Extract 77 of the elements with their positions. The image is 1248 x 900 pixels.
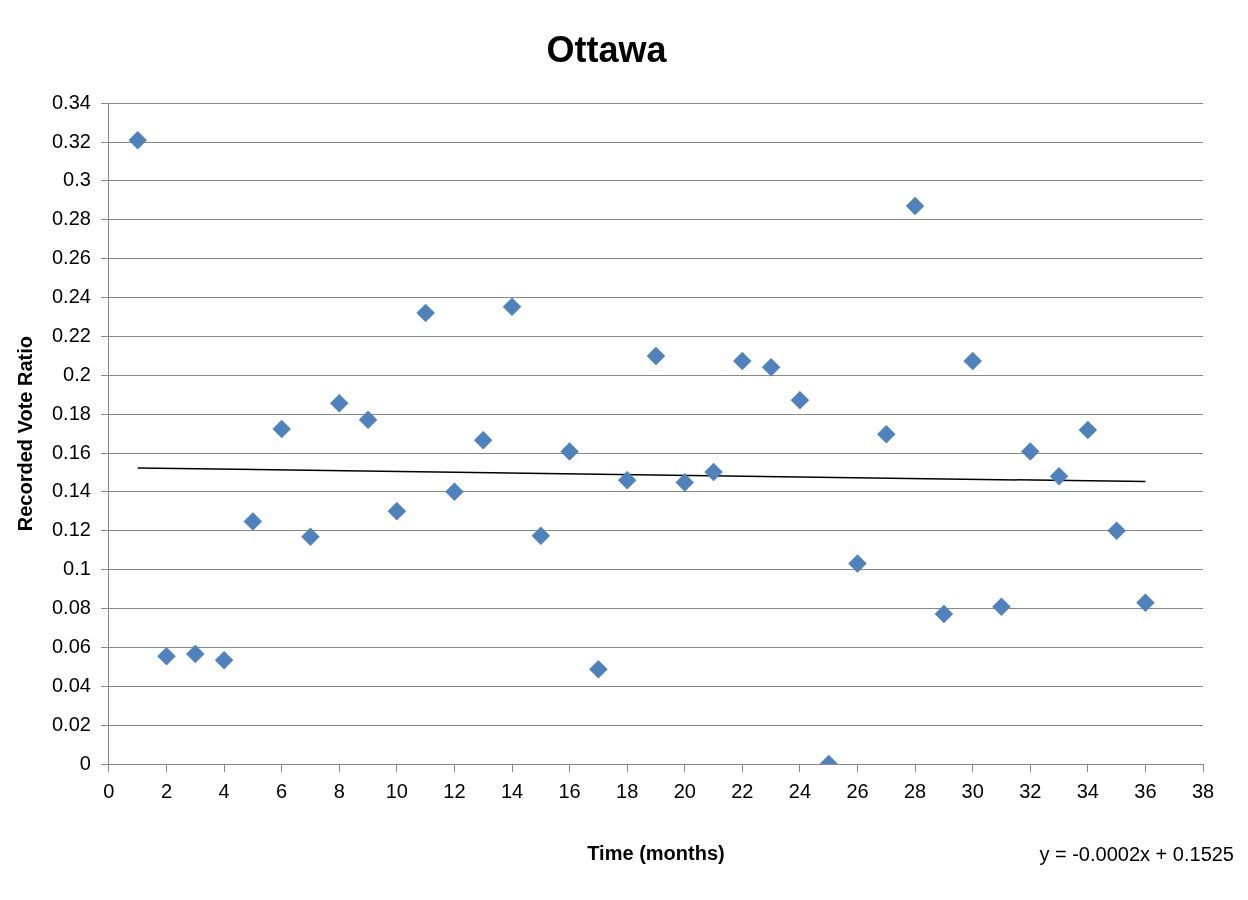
x-tick-label: 12 [443, 779, 466, 802]
y-tick-label: 0.02 [51, 712, 91, 735]
point [473, 430, 493, 450]
point [992, 597, 1011, 617]
x-tick-label: 26 [846, 779, 869, 802]
point [560, 442, 579, 461]
point [761, 358, 781, 377]
x-tick-label: 36 [1134, 779, 1157, 802]
y-tick-label: 0.2 [63, 362, 91, 385]
y-tick-label: 0.34 [51, 90, 91, 113]
point [848, 554, 867, 573]
x-tick-label: 4 [218, 779, 230, 802]
y-tick-label: 0.18 [51, 401, 91, 424]
x-tick-label: 2 [160, 779, 173, 802]
point [301, 527, 320, 547]
point [186, 644, 205, 664]
point [790, 390, 810, 410]
point [387, 501, 407, 521]
x-tick-label: 38 [1191, 779, 1215, 802]
point [646, 346, 666, 366]
point [1021, 442, 1040, 461]
point [617, 471, 637, 490]
y-tick-label: 0.3 [63, 168, 91, 191]
point [1078, 420, 1098, 440]
x-tick-label: 6 [276, 779, 288, 802]
point [905, 196, 925, 216]
x-tick-label: 30 [961, 779, 984, 802]
point [502, 297, 522, 316]
point [1049, 467, 1069, 486]
point [243, 512, 263, 531]
point [1136, 593, 1155, 612]
text: y = -0.0002x + 0.1525 [1039, 842, 1234, 865]
point [214, 650, 234, 670]
y-tick-label: 0.24 [51, 285, 91, 308]
point [128, 130, 147, 150]
x-tick-label: 28 [903, 779, 927, 802]
x-tick-label: 22 [731, 779, 754, 802]
x-tick-label: 20 [673, 779, 696, 802]
x-tick-label: 24 [788, 779, 812, 802]
y-tick-label: 0.16 [51, 440, 91, 463]
point [358, 410, 378, 430]
x-tick-label: 10 [385, 779, 408, 802]
point [877, 424, 896, 444]
point [445, 482, 464, 501]
y-tick-label: 0.1 [63, 557, 91, 580]
x-tick-label: 18 [616, 779, 639, 802]
point [733, 351, 752, 371]
y-tick-label: 0.14 [51, 479, 91, 502]
y-tick-label: 0.08 [51, 596, 91, 619]
y-tick-label: 0.28 [51, 207, 91, 230]
y-tick-label: 0.32 [51, 129, 91, 152]
x-tick-label: 34 [1076, 779, 1099, 802]
y-tick-label: 0 [79, 751, 91, 774]
y-tick-label: 0.04 [51, 673, 91, 696]
x-tick-label: 0 [103, 779, 115, 802]
point [963, 351, 982, 371]
y-tick-label: 0.12 [51, 518, 91, 541]
y-tick-label: 0.26 [51, 246, 91, 269]
x-axis-title: Time (months) [587, 841, 725, 864]
point [531, 526, 551, 546]
point [934, 604, 954, 624]
point [416, 303, 435, 323]
point [704, 462, 723, 482]
point [675, 473, 694, 492]
x-tick-label: 14 [500, 779, 524, 802]
point [330, 394, 349, 413]
x-tick-label: 16 [558, 779, 581, 802]
y-tick-label: 0.06 [51, 634, 91, 657]
point [272, 419, 291, 439]
y-axis-title: Recorded Vote Ratio [13, 335, 36, 532]
y-tick-label: 0.22 [51, 323, 91, 346]
point [589, 660, 608, 679]
x-tick-label: 8 [333, 779, 345, 802]
point [1107, 521, 1126, 541]
x-tick-label: 32 [1019, 779, 1042, 802]
point [157, 646, 176, 666]
chart-title: Ottawa [546, 28, 668, 70]
